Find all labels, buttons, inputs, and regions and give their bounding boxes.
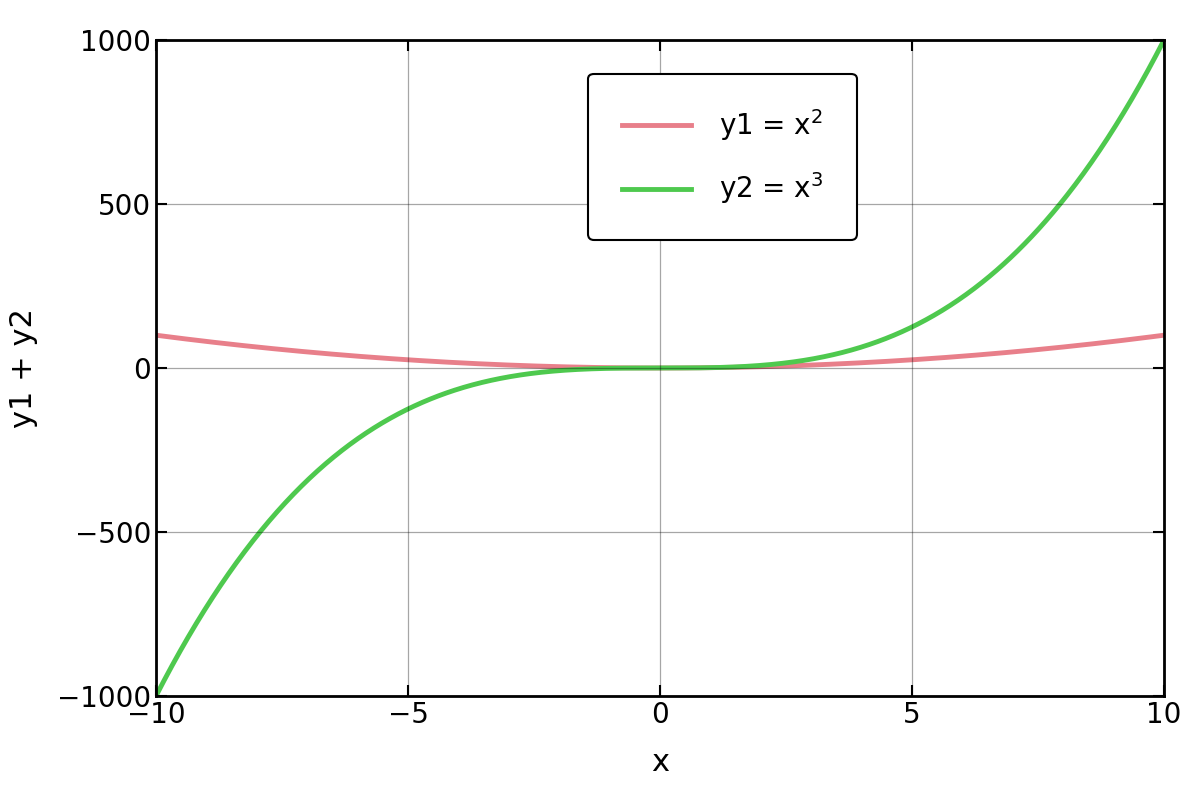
y2 = x$^3$ [841, 346, 856, 356]
y1 = x$^2$ [936, 353, 950, 362]
y1 = x$^2$ [593, 362, 607, 372]
y1 = x$^2$ [252, 342, 266, 352]
y2 = x$^3$ [1157, 35, 1171, 45]
y2 = x$^3$ [953, 294, 967, 303]
y1 = x$^2$ [842, 358, 857, 368]
y1 = x$^2$ [149, 330, 163, 340]
Line: y2 = x$^3$: y2 = x$^3$ [156, 40, 1164, 696]
y2 = x$^3$ [149, 691, 163, 701]
X-axis label: x: x [650, 748, 670, 778]
y2 = x$^3$ [557, 366, 571, 375]
y1 = x$^2$ [1157, 330, 1171, 340]
y2 = x$^3$ [593, 364, 607, 374]
y2 = x$^3$ [252, 529, 266, 538]
y2 = x$^3$ [935, 306, 949, 315]
y1 = x$^2$ [557, 362, 571, 372]
Line: y1 = x$^2$: y1 = x$^2$ [156, 335, 1164, 368]
Legend: y1 = x$^2$, y2 = x$^3$: y1 = x$^2$, y2 = x$^3$ [588, 74, 857, 240]
y1 = x$^2$ [653, 363, 667, 373]
y1 = x$^2$ [954, 351, 968, 361]
Y-axis label: y1 + y2: y1 + y2 [8, 308, 37, 428]
